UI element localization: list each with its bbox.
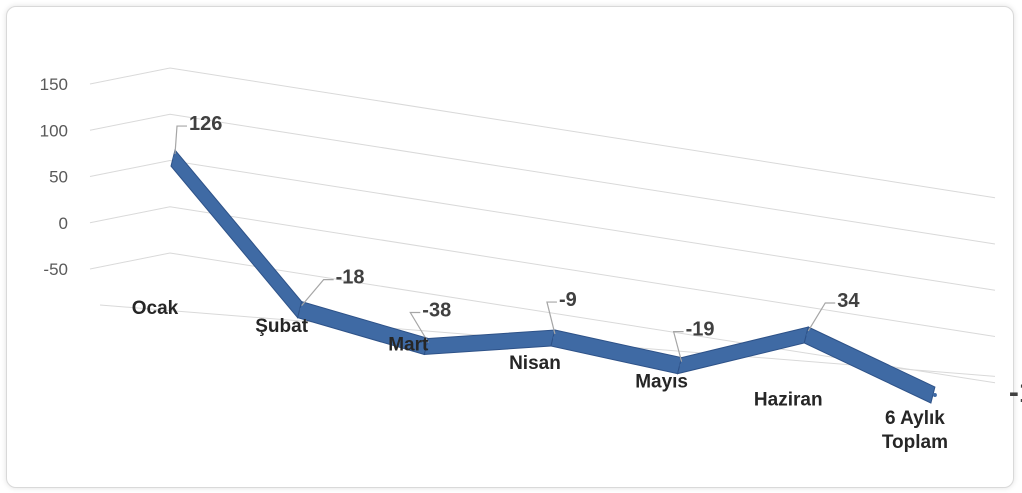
data-label: -19 [686, 319, 715, 341]
data-point [679, 363, 684, 368]
data-label-leader [672, 331, 684, 362]
x-category-label: 6 Aylık Toplam [882, 408, 948, 453]
data-point [806, 332, 811, 337]
gridline [89, 67, 996, 199]
data-label-leader [409, 311, 429, 343]
data-point [173, 156, 177, 161]
series-ribbon-segment [423, 329, 556, 356]
x-category-label: Şubat [255, 316, 308, 337]
data-label: 126 [189, 113, 222, 135]
data-point [299, 307, 304, 312]
series-ribbon-segment [550, 329, 683, 375]
data-label-leader [807, 302, 836, 332]
data-label: -18 [336, 267, 365, 289]
data-label-leader [301, 279, 334, 307]
data-label: -38 [422, 300, 451, 322]
x-category-label: Mart [388, 335, 429, 356]
data-point [552, 336, 557, 341]
y-tick-label: 150 [40, 75, 68, 94]
x-category-label: Ocak [132, 298, 179, 319]
data-label: 34 [837, 290, 860, 312]
chart-frame [6, 6, 1014, 488]
y-tick-label: -50 [43, 260, 68, 279]
y-tick-label: 100 [40, 121, 68, 140]
x-category-label: Haziran [754, 390, 823, 411]
data-label-leader [546, 301, 557, 335]
data-label-leader [174, 125, 187, 155]
gridline [89, 159, 996, 291]
series-ribbon-segment [803, 326, 936, 404]
data-point [426, 344, 431, 349]
y-tick-label: 50 [49, 168, 68, 187]
data-label: -9 [559, 289, 577, 311]
data-label: -11 [1009, 376, 1022, 409]
series-ribbon-segment [170, 149, 303, 319]
gridline [89, 113, 996, 245]
gridline [89, 206, 996, 338]
x-category-label: Mayıs [635, 371, 688, 392]
gridline [89, 252, 996, 384]
data-point [932, 392, 937, 397]
x-category-label: Nisan [509, 353, 561, 374]
y-tick-label: 0 [59, 214, 68, 233]
